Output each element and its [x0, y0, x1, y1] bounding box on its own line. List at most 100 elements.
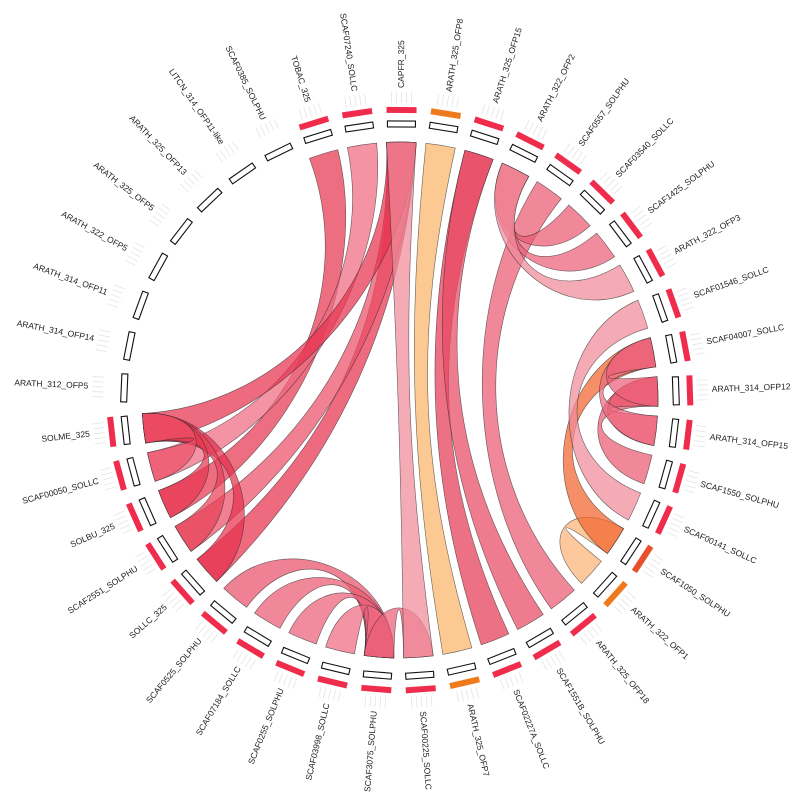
segment-marker: [321, 662, 350, 674]
ring-tick: [452, 97, 454, 108]
ring-tick: [505, 678, 509, 688]
segment-label: ARATH_314_OFP11: [32, 261, 109, 297]
segment-label: CAPFR_325: [396, 40, 406, 88]
segment-gap: [185, 230, 202, 252]
ring-tick: [466, 690, 468, 701]
ring-tick: [118, 520, 128, 524]
ring-tick: [365, 695, 366, 706]
ring-tick: [692, 343, 703, 345]
ring-tick: [596, 624, 603, 633]
segment-arath-314-ofp12: [659, 375, 708, 407]
ring-tick: [421, 696, 422, 707]
ring-tick: [519, 672, 523, 682]
ring-tick: [580, 155, 586, 164]
segment-marker: [363, 671, 391, 679]
segment-label: SCAF00225_SOLLC: [418, 711, 434, 790]
segment-label: ARATH_314_OFP12: [712, 381, 791, 394]
segment-scaf00050-sollc: [99, 453, 153, 494]
ring-tick: [677, 288, 687, 292]
ring-tick: [576, 152, 582, 161]
ring-tick: [546, 659, 552, 668]
segment-marker: [387, 121, 415, 127]
segment-marker: [133, 291, 148, 319]
ring-tick: [283, 675, 287, 685]
ring-tick: [690, 333, 701, 335]
histogram-bar: [492, 661, 522, 678]
segment-scaf07240-sollc: [340, 93, 377, 145]
segment-gap: [659, 378, 662, 404]
segment-arath-314-ofp15: [656, 416, 707, 452]
ring-tick: [416, 697, 417, 708]
segment-label: ARATH_322_OFP5: [60, 209, 130, 254]
ring-tick: [96, 350, 107, 352]
ring-tick: [614, 606, 622, 613]
ring-tick: [695, 431, 706, 432]
histogram-bar: [666, 288, 682, 318]
ring-tick: [133, 247, 143, 252]
histogram-bar: [655, 505, 673, 535]
ring-tick: [687, 475, 698, 478]
segment-solbu-325: [112, 491, 168, 538]
segment-label: SCAF0385_SOLPHU: [224, 44, 269, 121]
segment-marker: [121, 416, 130, 444]
segment-arath-325-ofp8: [426, 93, 463, 145]
ring-tick: [323, 688, 326, 699]
segment-label: SCAF1550_SOLPHU: [699, 479, 780, 511]
ring-tick: [657, 245, 667, 250]
ring-tick: [501, 110, 504, 120]
ring-tick: [524, 120, 529, 130]
segment-arath-325-ofp5: [147, 201, 202, 252]
ring-tick: [188, 177, 196, 185]
histogram-bar: [683, 419, 693, 450]
segment-label: SCAF07184_SOLLC: [194, 664, 243, 737]
ring-tick: [269, 121, 274, 131]
ring-tick: [491, 107, 494, 117]
segment-label: ARATH_322_OFP3: [672, 212, 742, 256]
segment-gap: [138, 376, 141, 402]
segment-gap: [366, 658, 392, 662]
ring-tick: [94, 433, 105, 434]
ring-tick: [640, 219, 649, 226]
segment-label: SCAF0255_SOLPHU: [246, 687, 286, 766]
segment-label: SOLLC_325: [127, 602, 169, 641]
segment-label: ARATH_314_OFP14: [16, 318, 95, 343]
ring-tick: [529, 122, 534, 132]
ring-tick: [666, 532, 676, 537]
ring-tick: [461, 691, 463, 702]
ring-tick: [510, 676, 514, 686]
segment-marker: [170, 219, 192, 245]
ring-tick: [694, 446, 705, 447]
ring-tick: [101, 472, 112, 475]
segment-label: ARATH_325_OFP7: [465, 703, 491, 778]
histogram-bar: [449, 676, 480, 689]
ring-tick: [176, 604, 184, 611]
segment-label: SCAF0557_SOLPHU: [576, 76, 631, 148]
ring-tick: [447, 96, 449, 107]
ring-tick: [411, 697, 412, 708]
ring-tick: [680, 297, 690, 301]
ring-tick: [166, 593, 174, 600]
segment-marker: [149, 253, 168, 280]
segment-label: SCAF00141_SOLLC: [682, 524, 758, 566]
segment-marker: [345, 122, 374, 132]
ring-tick: [568, 146, 574, 155]
ring-tick: [293, 679, 297, 689]
segment-label: ARATH_325_OFP8: [444, 18, 466, 93]
ring-tick: [648, 563, 657, 569]
segment-marker: [124, 332, 135, 361]
ring-tick: [93, 428, 104, 429]
ring-tick: [233, 649, 239, 658]
ring-tick: [603, 176, 611, 184]
ring-tick: [514, 674, 518, 684]
segment-label: SOLBU_325: [69, 521, 117, 550]
ring-tick: [691, 338, 702, 340]
ring-tick: [338, 691, 341, 702]
ring-tick: [659, 250, 669, 255]
ring-tick: [120, 525, 130, 529]
segment-marker: [669, 419, 678, 448]
histogram-bar: [686, 375, 693, 405]
ring-tick: [685, 485, 696, 488]
segment-scaf02227a-sollc: [482, 636, 528, 692]
ring-tick: [686, 480, 697, 483]
segment-label: SCAF04007_SOLLC: [706, 322, 785, 346]
